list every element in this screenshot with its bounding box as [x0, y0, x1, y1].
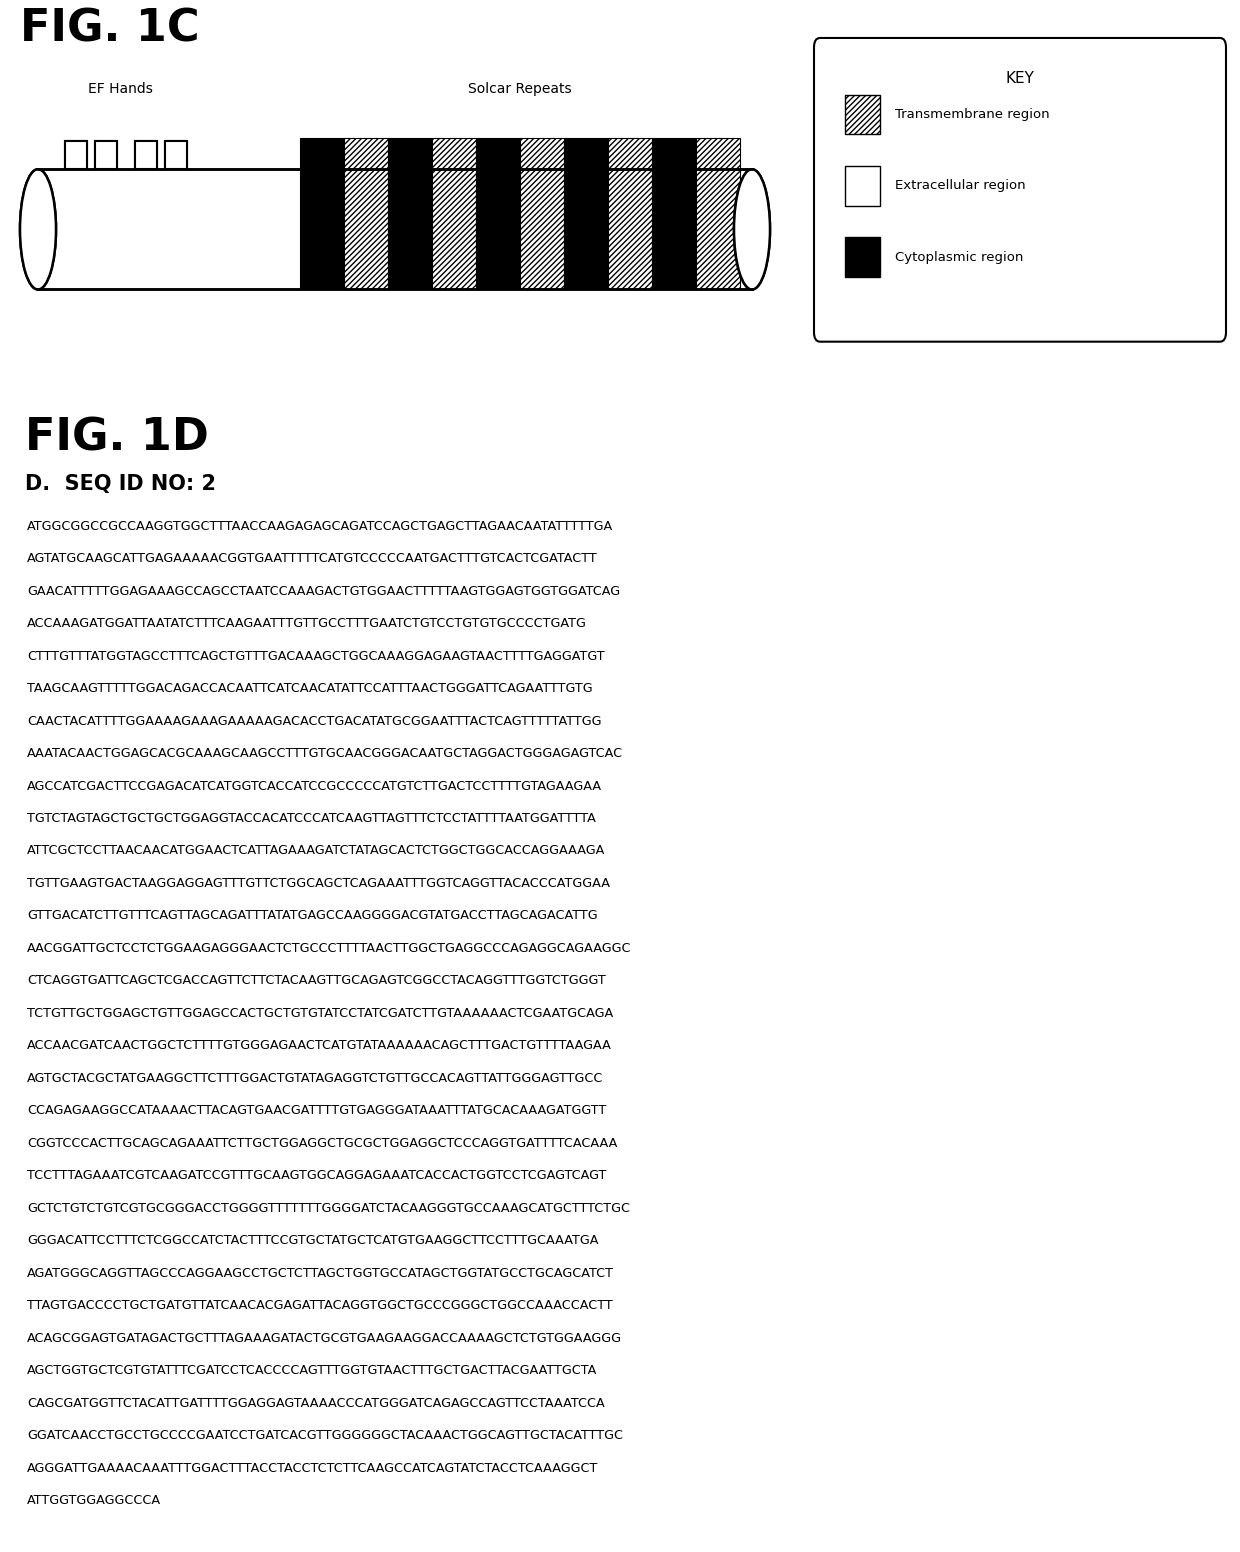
Bar — [652, 169, 696, 290]
Text: GAACATTTTTGGAGAAAGCCAGCCTAATCCAAAGACTGTGGAACTTTTTAAGTGGAGTGGTGGATCAG: GAACATTTTTGGAGAAAGCCAGCCTAATCCAAAGACTGTG… — [27, 585, 620, 598]
Text: TAAGCAAGTTTTTGGACAGACCACAATTCATCAACATATTCCATTTAACTGGGATTCAGAATTTGTG: TAAGCAAGTTTTTGGACAGACCACAATTCATCAACATATT… — [27, 681, 593, 695]
Text: TGTCTAGTAGCTGCTGCTGGAGGTACCACATCCCATCAAGTTAGTTTCTCCTATTTTAATGGATTTTA: TGTCTAGTAGCTGCTGCTGGAGGTACCACATCCCATCAAG… — [27, 812, 596, 826]
Text: KEY: KEY — [1006, 71, 1034, 87]
Ellipse shape — [734, 169, 770, 290]
Bar — [300, 138, 343, 169]
Bar — [300, 169, 343, 290]
Text: Transmembrane region: Transmembrane region — [895, 109, 1049, 121]
Text: GTTGACATCTTGTTTCAGTTAGCAGATTTATATGAGCCAAGGGGACGTATGACCTTAGCAGACATTG: GTTGACATCTTGTTTCAGTTAGCAGATTTATATGAGCCAA… — [27, 909, 598, 922]
Text: AACGGATTGCTCCTCTGGAAGAGGGAACTCTGCCCTTTTAACTTGGCTGAGGCCCAGAGGCAGAAGGC: AACGGATTGCTCCTCTGGAAGAGGGAACTCTGCCCTTTTA… — [27, 942, 631, 954]
Bar — [38, 169, 751, 290]
Text: AAATACAACTGGAGCACGCAAAGCAAGCCTTTGTGCAACGGGACAATGCTAGGACTGGGAGAGTCAC: AAATACAACTGGAGCACGCAAAGCAAGCCTTTGTGCAACG… — [27, 747, 624, 760]
Text: ACAGCGGAGTGATAGACTGCTTTAGAAAGATACTGCGTGAAGAAGGACCAAAAGCTCTGTGGAAGGG: ACAGCGGAGTGATAGACTGCTTTAGAAAGATACTGCGTGA… — [27, 1332, 622, 1344]
Text: ATGGCGGCCGCCAAGGTGGCTTTAACCAAGAGAGCAGATCCAGCTGAGCTTAGAACAATATTTTTGA: ATGGCGGCCGCCAAGGTGGCTTTAACCAAGAGAGCAGATC… — [27, 520, 614, 532]
Text: TCTGTTGCTGGAGCTGTTGGAGCCACTGCTGTGTATCCTATCGATCTTGTAAAAAACTCGAATGCAGA: TCTGTTGCTGGAGCTGTTGGAGCCACTGCTGTGTATCCTA… — [27, 1007, 614, 1020]
Text: ACCAAAGATGGATTAATATCTTTCAAGAATTTGTTGCCTTTGAATCTGTCCTGTGTGCCCCTGATG: ACCAAAGATGGATTAATATCTTTCAAGAATTTGTTGCCTT… — [27, 618, 588, 630]
Bar — [696, 169, 740, 290]
Bar — [608, 138, 652, 169]
Bar — [652, 138, 696, 169]
Bar — [135, 141, 157, 169]
Text: TCCTTTAGAAATCGTCAAGATCCGTTTGCAAGTGGCAGGAGAAATCACCACTGGTCCTCGAGTCAGT: TCCTTTAGAAATCGTCAAGATCCGTTTGCAAGTGGCAGGA… — [27, 1169, 606, 1183]
Text: ATTCGCTCCTTAACAACATGGAACTCATTAGAAAGATCTATAGCACTCTGGCTGGCACCAGGAAAGA: ATTCGCTCCTTAACAACATGGAACTCATTAGAAAGATCTA… — [27, 844, 605, 858]
Text: AGGGATTGAAAACAAATTTGGACTTTACCTACCTCTCTTCAAGCCATCAGTATCTACCTCAAAGGCT: AGGGATTGAAAACAAATTTGGACTTTACCTACCTCTCTTC… — [27, 1462, 599, 1474]
Bar — [135, 141, 157, 169]
Bar — [432, 138, 476, 169]
Text: AGTATGCAAGCATTGAGAAAAACGGTGAATTTTTCATGTCCCCCAATGACTTTGTCACTCGATACTT: AGTATGCAAGCATTGAGAAAAACGGTGAATTTTTCATGTC… — [27, 553, 598, 565]
Bar — [844, 95, 880, 135]
Bar — [343, 138, 388, 169]
Text: ACCAACGATCAACTGGCTCTTTTGTGGGAGAACTCATGTATAAAAAACAGCTTTGACTGTTTTAAGAA: ACCAACGATCAACTGGCTCTTTTGTGGGAGAACTCATGTA… — [27, 1040, 613, 1052]
Ellipse shape — [734, 169, 770, 290]
Text: CGGTCCCACTTGCAGCAGAAATTCTTGCTGGAGGCTGCGCTGGAGGCTCCCAGGTGATTTTCACAAA: CGGTCCCACTTGCAGCAGAAATTCTTGCTGGAGGCTGCGC… — [27, 1136, 618, 1150]
Bar — [165, 141, 187, 169]
Bar — [476, 169, 520, 290]
Text: EF Hands: EF Hands — [88, 82, 153, 96]
Bar — [564, 169, 608, 290]
Bar — [388, 169, 432, 290]
Text: GGGACATTCCTTTCTCGGCCATCTACTTTCCGTGCTATGCTCATGTGAAGGCTTCCTTTGCAAATGA: GGGACATTCCTTTCTCGGCCATCTACTTTCCGTGCTATGC… — [27, 1234, 599, 1248]
Text: Solcar Repeats: Solcar Repeats — [469, 82, 572, 96]
Text: AGCTGGTGCTCGTGTATTTCGATCCTCACCCCAGTTTGGTGTAACTTTGCTGACTTACGAATTGCTA: AGCTGGTGCTCGTGTATTTCGATCCTCACCCCAGTTTGGT… — [27, 1364, 598, 1377]
FancyBboxPatch shape — [813, 37, 1226, 341]
Text: CTTTGTTTATGGTAGCCTTTCAGCTGTTTGACAAAGCTGGCAAAGGAGAAGTAACTTTTGAGGATGT: CTTTGTTTATGGTAGCCTTTCAGCTGTTTGACAAAGCTGG… — [27, 650, 605, 663]
Bar — [696, 138, 740, 169]
Text: CAGCGATGGTTCTACATTGATTTTGGAGGAGTAAAACCCATGGGATCAGAGCCAGTTCCTAAATCCA: CAGCGATGGTTCTACATTGATTTTGGAGGAGTAAAACCCA… — [27, 1397, 605, 1409]
Text: AGTGCTACGCTATGAAGGCTTCTTTGGACTGTATAGAGGTCTGTTGCCACAGTTATTGGGAGTTGCC: AGTGCTACGCTATGAAGGCTTCTTTGGACTGTATAGAGGT… — [27, 1072, 604, 1085]
Bar — [388, 138, 432, 169]
Bar — [64, 141, 87, 169]
Text: ATTGGTGGAGGCCCA: ATTGGTGGAGGCCCA — [27, 1495, 161, 1507]
Bar — [564, 138, 608, 169]
Text: GGATCAACCTGCCTGCCCCGAATCCTGATCACGTTGGGGGGCTACAAACTGGCAGTTGCTACATTTGC: GGATCAACCTGCCTGCCCCGAATCCTGATCACGTTGGGGG… — [27, 1429, 624, 1442]
Bar — [64, 141, 87, 169]
Bar — [844, 237, 880, 276]
Bar — [520, 138, 564, 169]
Bar — [432, 169, 476, 290]
Text: TGTTGAAGTGACTAAGGAGGAGTTTGTTCTGGCAGCTCAGAAATTTGGTCAGGTTACACCCATGGAA: TGTTGAAGTGACTAAGGAGGAGTTTGTTCTGGCAGCTCAG… — [27, 877, 610, 889]
Bar — [476, 138, 520, 169]
Text: Extracellular region: Extracellular region — [895, 180, 1025, 192]
Text: CAACTACATTTTGGAAAAGAAAGAAAAAGACACCTGACATATGCGGAATTTACTCAGTTTTTATTGG: CAACTACATTTTGGAAAAGAAAGAAAAAGACACCTGACAT… — [27, 714, 601, 728]
Bar — [520, 169, 564, 290]
Bar — [95, 141, 117, 169]
Bar — [844, 166, 880, 205]
Bar — [343, 169, 388, 290]
Text: GCTCTGTCTGTCGTGCGGGACCTGGGGTTTTTTTGGGGATCTACAAGGGTGCCAAAGCATGCTTTCTGC: GCTCTGTCTGTCGTGCGGGACCTGGGGTTTTTTTGGGGAT… — [27, 1201, 630, 1215]
Text: FIG. 1C: FIG. 1C — [20, 8, 200, 51]
Ellipse shape — [20, 169, 56, 290]
Text: AGCCATCGACTTCCGAGACATCATGGTCACCATCCGCCCCCATGTCTTGACTCCTTTTGTAGAAGAA: AGCCATCGACTTCCGAGACATCATGGTCACCATCCGCCCC… — [27, 779, 603, 793]
Text: Cytoplasmic region: Cytoplasmic region — [895, 250, 1023, 264]
Bar — [95, 141, 117, 169]
Text: FIG. 1D: FIG. 1D — [25, 417, 208, 459]
Text: AGATGGGCAGGTTAGCCCAGGAAGCCTGCTCTTAGCTGGTGCCATAGCTGGTATGCCTGCAGCATCT: AGATGGGCAGGTTAGCCCAGGAAGCCTGCTCTTAGCTGGT… — [27, 1266, 614, 1280]
Bar — [608, 169, 652, 290]
Text: TTAGTGACCCCTGCTGATGTTATCAACACGAGATTACAGGTGGCTGCCCGGGCTGGCCAAACCACTT: TTAGTGACCCCTGCTGATGTTATCAACACGAGATTACAGG… — [27, 1299, 613, 1313]
Text: CTCAGGTGATTCAGCTCGACCAGTTCTTCTACAAGTTGCAGAGTCGGCCTACAGGTTTGGTCTGGGT: CTCAGGTGATTCAGCTCGACCAGTTCTTCTACAAGTTGCA… — [27, 975, 606, 987]
Text: CCAGAGAAGGCCATAAAACTTACAGTGAACGATTTTGTGAGGGATAAATTTATGCACAAAGATGGTT: CCAGAGAAGGCCATAAAACTTACAGTGAACGATTTTGTGA… — [27, 1105, 606, 1117]
Text: D.  SEQ ID NO: 2: D. SEQ ID NO: 2 — [25, 473, 216, 494]
Ellipse shape — [20, 169, 56, 290]
Bar — [165, 141, 187, 169]
